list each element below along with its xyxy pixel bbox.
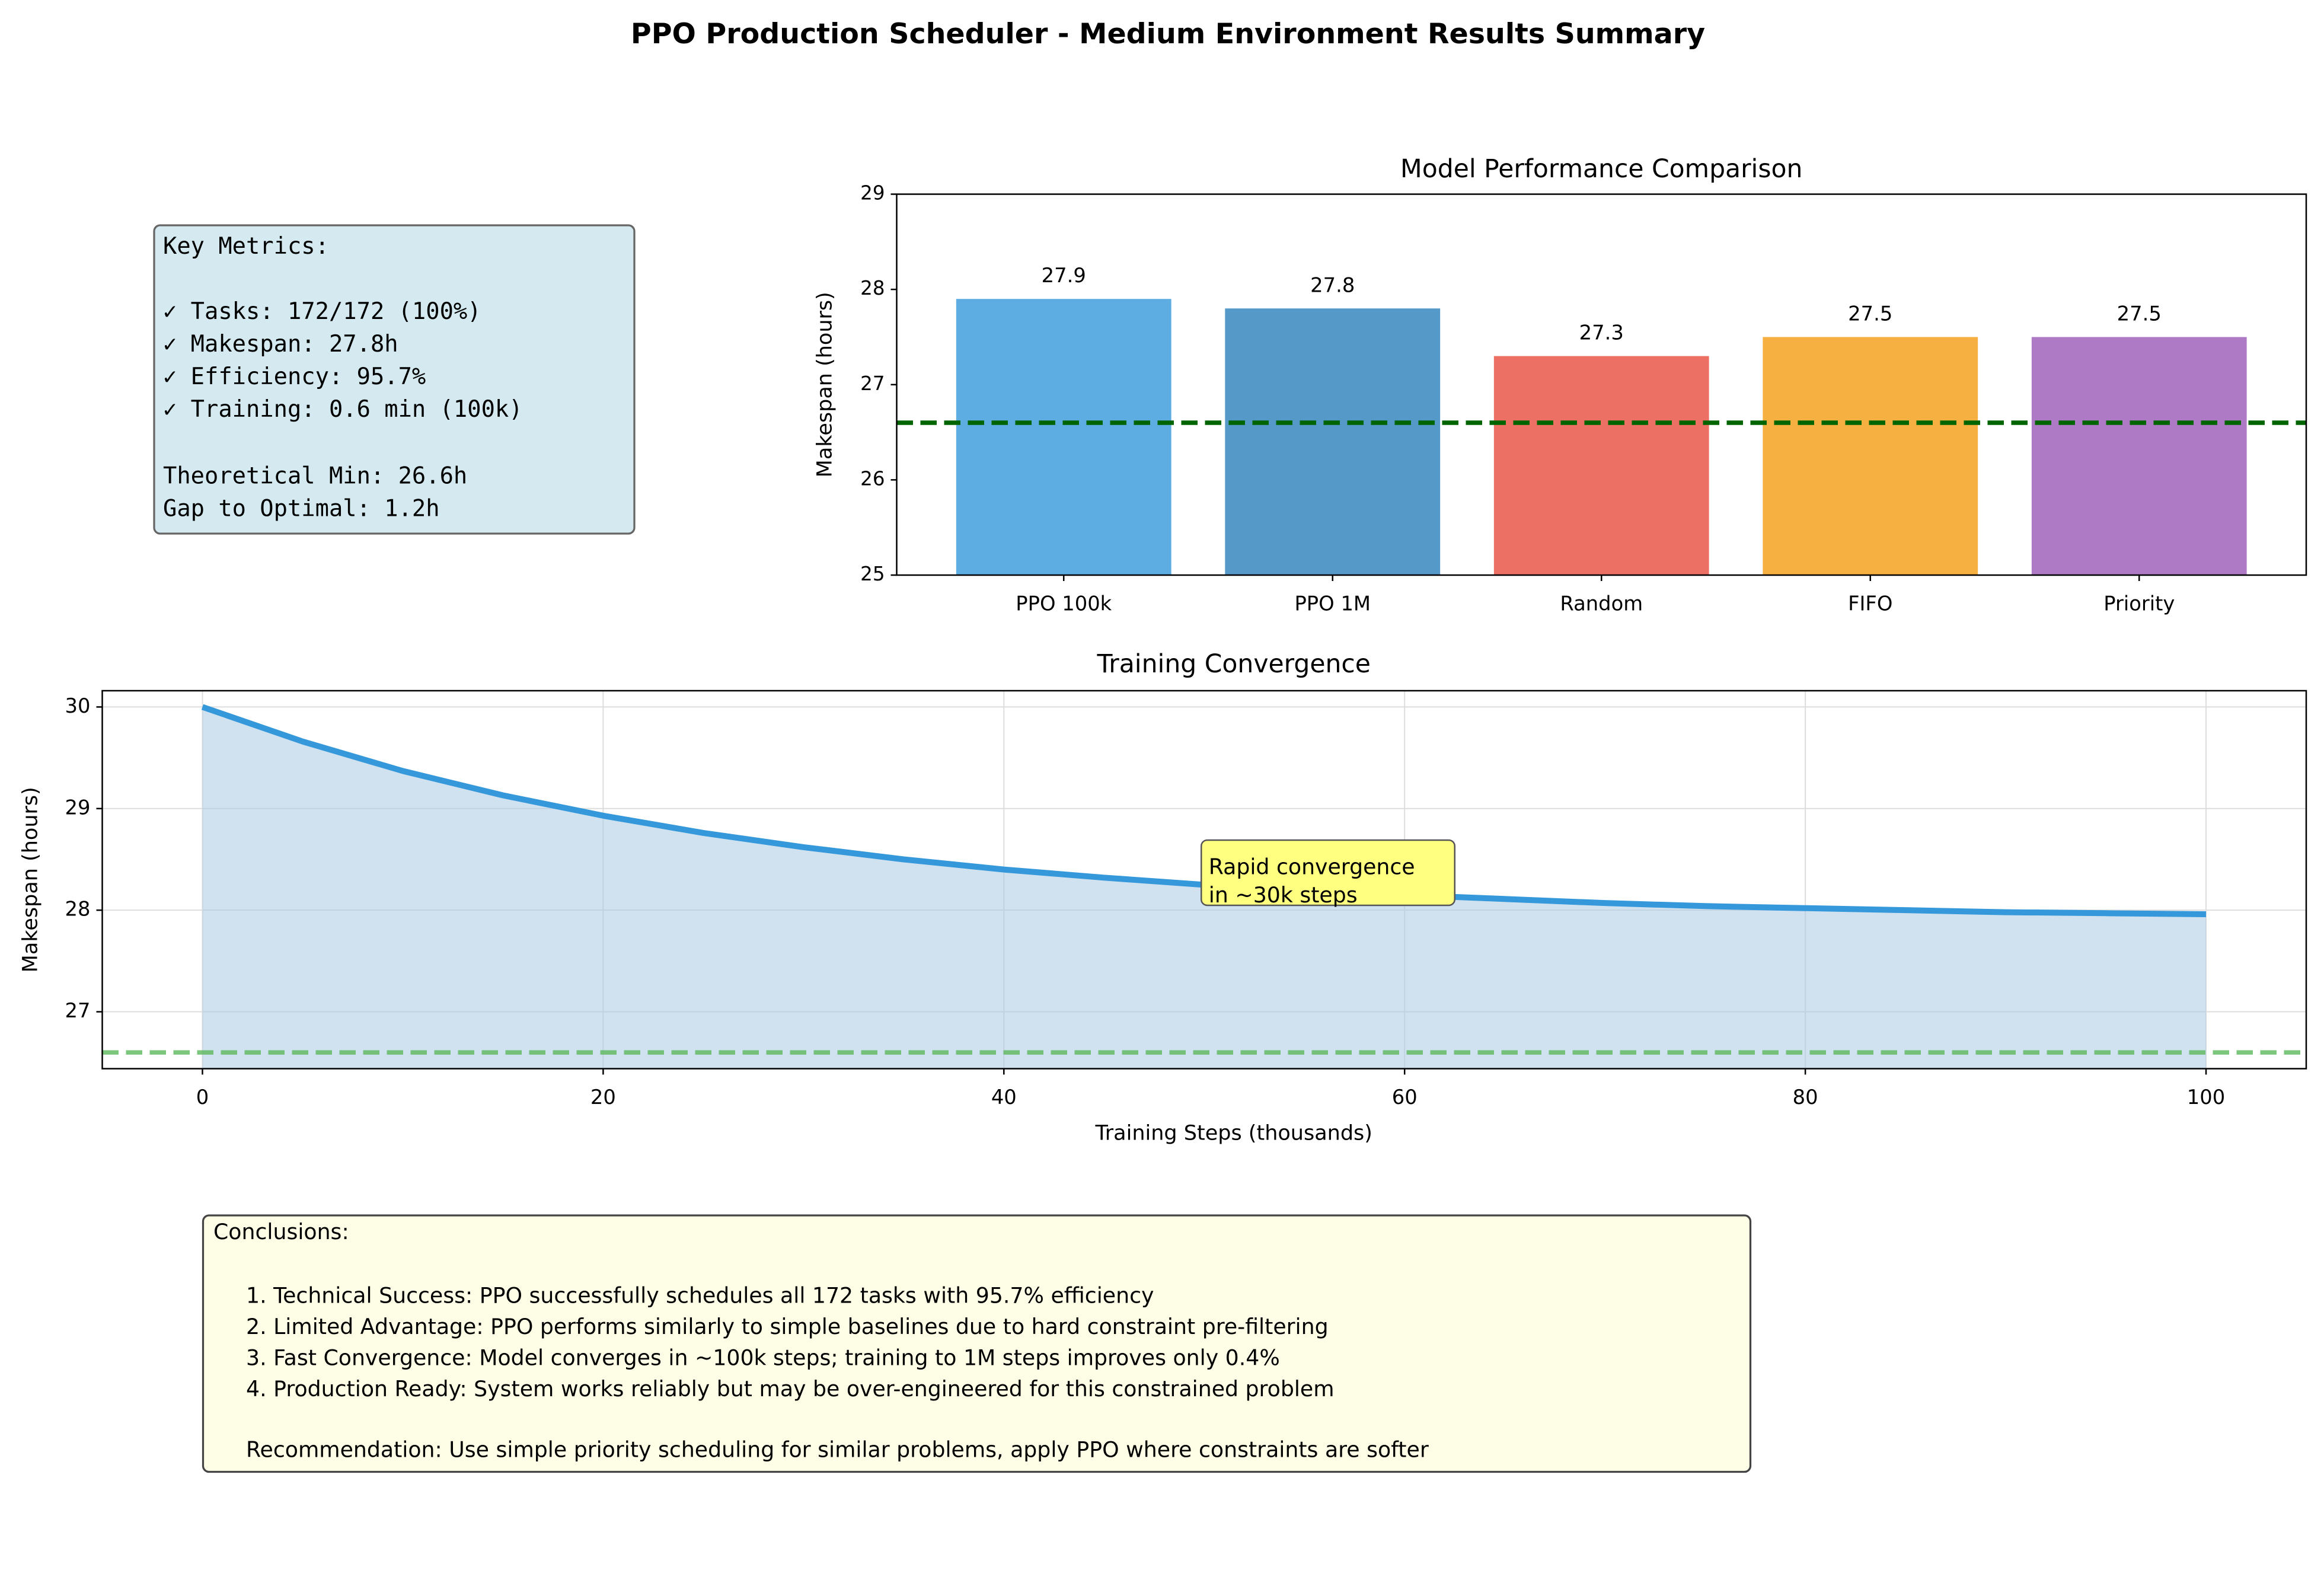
x-tick-label: Random	[1560, 592, 1643, 615]
bar-value-label: 27.5	[2117, 302, 2162, 325]
x-axis-label: Training Steps (thousands)	[1095, 1122, 1372, 1145]
conclusion-item: 4. Production Ready: System works reliab…	[246, 1376, 1335, 1402]
metrics-item: ✓ Tasks: 172/172 (100%)	[163, 298, 481, 325]
plot-frame	[896, 193, 2307, 576]
bar-value-label: 27.5	[1848, 302, 1892, 325]
metrics-box	[153, 224, 636, 535]
bar	[2031, 337, 2247, 575]
y-tick-label: 29	[860, 182, 885, 205]
annotation-box	[1201, 839, 1455, 907]
plot-frame	[101, 690, 2307, 1070]
metrics-note: Gap to Optimal: 1.2h	[163, 496, 440, 522]
bar-value-label: 27.3	[1579, 321, 1624, 344]
y-tick-label: 26	[860, 467, 885, 490]
bar-value-label: 27.8	[1310, 273, 1355, 296]
x-tick-label: 60	[1392, 1086, 1418, 1109]
bar	[1763, 337, 1978, 575]
bar	[1493, 356, 1709, 575]
metrics-item: ✓ Training: 0.6 min (100k)	[163, 396, 523, 423]
bar	[1225, 308, 1441, 575]
metrics-item: ✓ Makespan: 27.8h	[163, 331, 398, 358]
metrics-note: Theoretical Min: 26.6h	[163, 463, 467, 490]
y-axis-label: Makespan (hours)	[18, 787, 42, 972]
metrics-item: ✓ Efficiency: 95.7%	[163, 363, 426, 390]
y-tick-label: 27	[65, 999, 91, 1022]
y-tick-label: 30	[65, 694, 91, 717]
x-tick-label: PPO 100k	[1016, 592, 1112, 615]
y-tick-label: 28	[860, 277, 885, 299]
conclusion-item: 1. Technical Success: PPO successfully s…	[246, 1283, 1154, 1308]
y-tick-label: 28	[65, 898, 91, 921]
chart-title: Model Performance Comparison	[1400, 155, 1802, 184]
chart-title: Training Convergence	[1097, 650, 1371, 679]
x-tick-label: 20	[590, 1086, 616, 1109]
conclusion-item: 3. Fast Convergence: Model converges in …	[246, 1345, 1280, 1371]
x-tick-label: 0	[196, 1086, 209, 1109]
conclusions-box	[202, 1214, 1752, 1473]
x-tick-label: 40	[991, 1086, 1017, 1109]
x-tick-label: Priority	[2103, 592, 2175, 615]
bar-value-label: 27.9	[1042, 264, 1086, 287]
recommendation: Recommendation: Use simple priority sche…	[246, 1437, 1429, 1463]
y-tick-label: 29	[65, 796, 91, 819]
y-axis-label: Makespan (hours)	[813, 292, 837, 477]
annotation-text: in ~30k steps	[1209, 882, 1358, 908]
bar	[956, 299, 1171, 575]
metrics-heading: Key Metrics:	[163, 233, 329, 260]
y-tick-label: 25	[860, 563, 885, 585]
x-tick-label: 80	[1793, 1086, 1818, 1109]
annotation-text: Rapid convergence	[1209, 854, 1415, 879]
y-tick-label: 27	[860, 372, 885, 395]
x-tick-label: PPO 1M	[1294, 592, 1371, 615]
x-tick-label: 100	[2187, 1086, 2225, 1109]
figure-title: PPO Production Scheduler - Medium Enviro…	[631, 18, 1705, 50]
conclusions-heading: Conclusions:	[213, 1219, 349, 1244]
conclusion-item: 2. Limited Advantage: PPO performs simil…	[246, 1314, 1329, 1339]
x-tick-label: FIFO	[1848, 592, 1892, 615]
